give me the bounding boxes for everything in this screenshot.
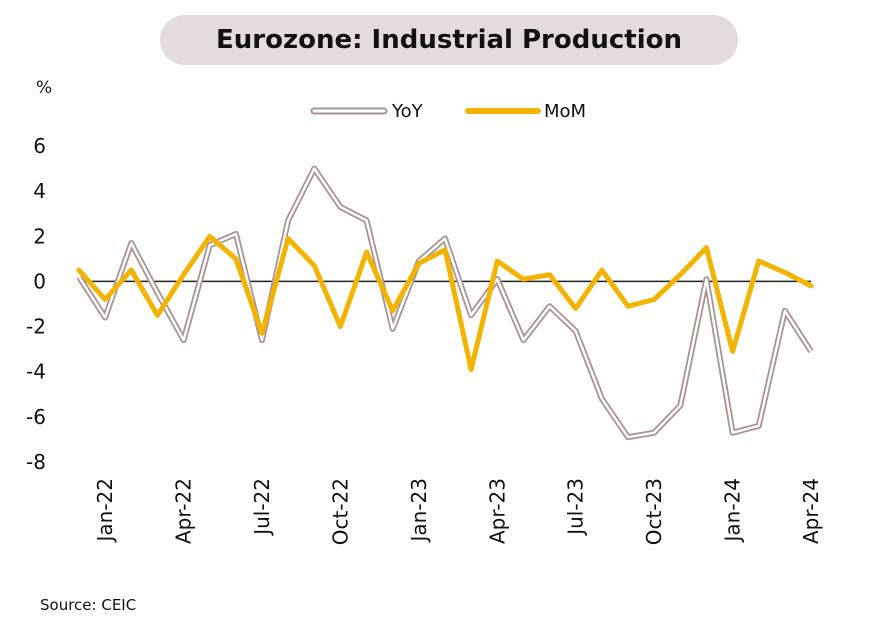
x-tick-label: Jul-22 — [250, 478, 274, 537]
x-tick-label: Apr-23 — [485, 478, 509, 544]
legend: YoY MoM — [310, 101, 586, 122]
x-tick-label: Jan-23 — [407, 478, 431, 544]
y-tick-label: 0 — [33, 269, 46, 293]
y-tick-label: 6 — [33, 134, 46, 158]
x-tick-label: Oct-22 — [328, 478, 352, 545]
legend-item-yoy: YoY — [310, 101, 424, 122]
legend-label-mom: MoM — [544, 101, 586, 122]
y-axis-unit-label: % — [36, 78, 53, 98]
x-tick-label: Jul-23 — [564, 478, 588, 537]
x-tick-label: Apr-24 — [799, 478, 823, 544]
y-tick-label: -4 — [26, 360, 46, 384]
source-note: Source: CEIC — [40, 596, 137, 614]
x-axis-ticks: Jan-22 Apr-22 Jul-22 Oct-22 Jan-23 Apr-23 Jul-… — [93, 478, 823, 545]
chart-title-pill: Eurozone: Industrial Production — [160, 15, 738, 65]
y-tick-label: 2 — [33, 224, 46, 248]
x-tick-label: Jan-22 — [93, 478, 117, 544]
series-line-yoy — [77, 167, 813, 439]
y-tick-label: -2 — [26, 315, 46, 339]
x-tick-label: Apr-22 — [172, 478, 196, 544]
chart-title: Eurozone: Industrial Production — [216, 25, 682, 55]
y-tick-label: -8 — [26, 450, 46, 474]
y-tick-label: -6 — [26, 405, 46, 429]
series-line-mom — [76, 233, 814, 372]
legend-item-mom: MoM — [465, 101, 586, 122]
x-tick-label: Jan-24 — [721, 478, 745, 544]
y-axis-ticks: 6 4 2 0 -2 -4 -6 -8 — [26, 134, 46, 474]
y-tick-label: 4 — [33, 179, 46, 203]
series-layer — [76, 165, 814, 441]
x-tick-label: Oct-23 — [642, 478, 666, 545]
legend-label-yoy: YoY — [391, 101, 424, 122]
